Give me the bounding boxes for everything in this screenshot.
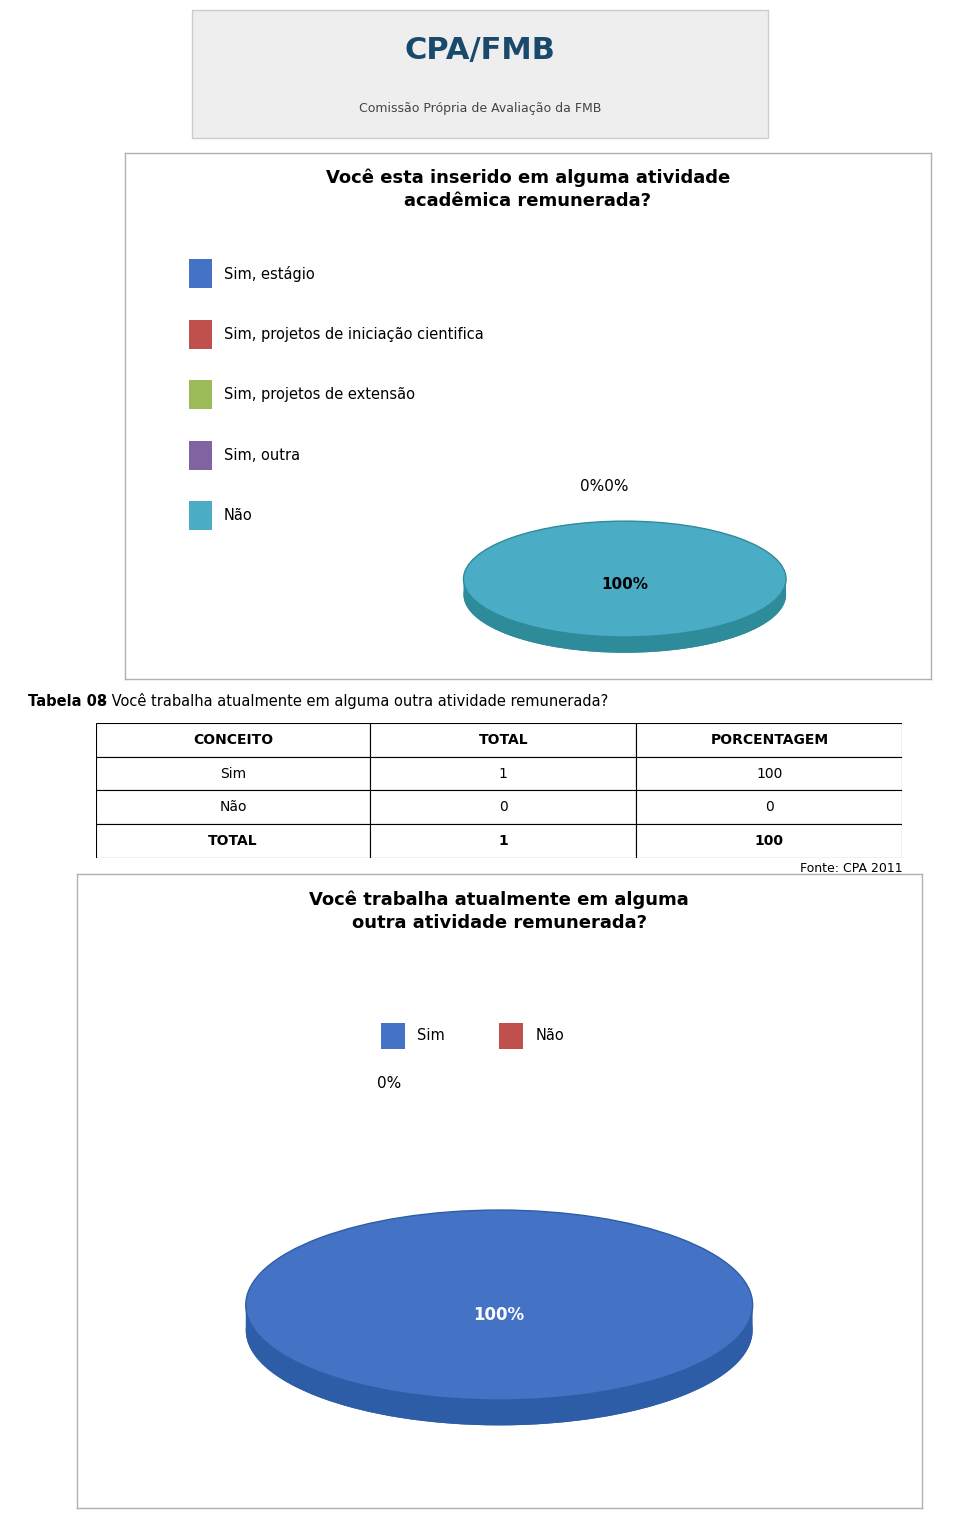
Text: Sim: Sim [220, 766, 246, 781]
FancyBboxPatch shape [189, 441, 212, 470]
Text: Fonte: CPA 2011: Fonte: CPA 2011 [800, 862, 902, 876]
Polygon shape [371, 824, 636, 858]
Text: Sim: Sim [418, 1029, 445, 1044]
Text: 100: 100 [756, 766, 782, 781]
Text: CONCEITO: CONCEITO [193, 732, 274, 748]
Text: Tabela 08: Tabela 08 [29, 694, 108, 708]
Text: Você esta inserido em alguma atividade
acadêmica remunerada?: Você esta inserido em alguma atividade a… [325, 168, 731, 211]
Polygon shape [246, 1305, 753, 1425]
Text: – Você trabalha atualmente em alguma outra atividade remunerada?: – Você trabalha atualmente em alguma out… [95, 693, 608, 710]
Polygon shape [464, 578, 786, 653]
Text: Comissão Própria de Avaliação da FMB: Comissão Própria de Avaliação da FMB [359, 102, 601, 116]
Polygon shape [96, 757, 371, 790]
Polygon shape [96, 824, 371, 858]
Polygon shape [96, 723, 371, 757]
Polygon shape [636, 790, 902, 824]
Text: 1: 1 [498, 833, 508, 848]
Text: Não: Não [224, 508, 252, 523]
Polygon shape [371, 790, 636, 824]
FancyBboxPatch shape [192, 11, 768, 137]
FancyBboxPatch shape [381, 1024, 404, 1048]
Text: TOTAL: TOTAL [478, 732, 528, 748]
Ellipse shape [246, 1210, 753, 1399]
Text: Não: Não [536, 1029, 564, 1044]
Text: 0: 0 [499, 800, 508, 815]
FancyBboxPatch shape [189, 380, 212, 409]
Text: TOTAL: TOTAL [208, 833, 258, 848]
Text: Sim, estágio: Sim, estágio [224, 266, 315, 282]
Text: 1: 1 [499, 766, 508, 781]
Text: CPA/FMB: CPA/FMB [404, 37, 556, 66]
Text: 100%: 100% [473, 1306, 525, 1323]
Text: Sim, projetos de iniciação cientifica: Sim, projetos de iniciação cientifica [224, 327, 484, 342]
Text: 0: 0 [765, 800, 774, 815]
Ellipse shape [464, 520, 786, 636]
Polygon shape [371, 723, 636, 757]
Text: 100%: 100% [601, 577, 648, 592]
Polygon shape [96, 790, 371, 824]
FancyBboxPatch shape [189, 259, 212, 288]
FancyBboxPatch shape [499, 1024, 523, 1048]
FancyBboxPatch shape [189, 502, 212, 531]
Text: Você trabalha atualmente em alguma
outra atividade remunerada?: Você trabalha atualmente em alguma outra… [309, 890, 689, 932]
Text: PORCENTAGEM: PORCENTAGEM [710, 732, 828, 748]
Text: Não: Não [219, 800, 247, 815]
Polygon shape [636, 824, 902, 858]
Text: Sim, projetos de extensão: Sim, projetos de extensão [224, 388, 415, 403]
Text: 0%0%: 0%0% [581, 479, 629, 494]
Polygon shape [371, 757, 636, 790]
Text: 0%: 0% [377, 1076, 401, 1091]
Text: Sim, outra: Sim, outra [224, 447, 300, 462]
Text: 100: 100 [755, 833, 784, 848]
Ellipse shape [464, 537, 786, 653]
Polygon shape [636, 723, 902, 757]
Polygon shape [636, 757, 902, 790]
FancyBboxPatch shape [189, 320, 212, 349]
Ellipse shape [246, 1236, 753, 1425]
